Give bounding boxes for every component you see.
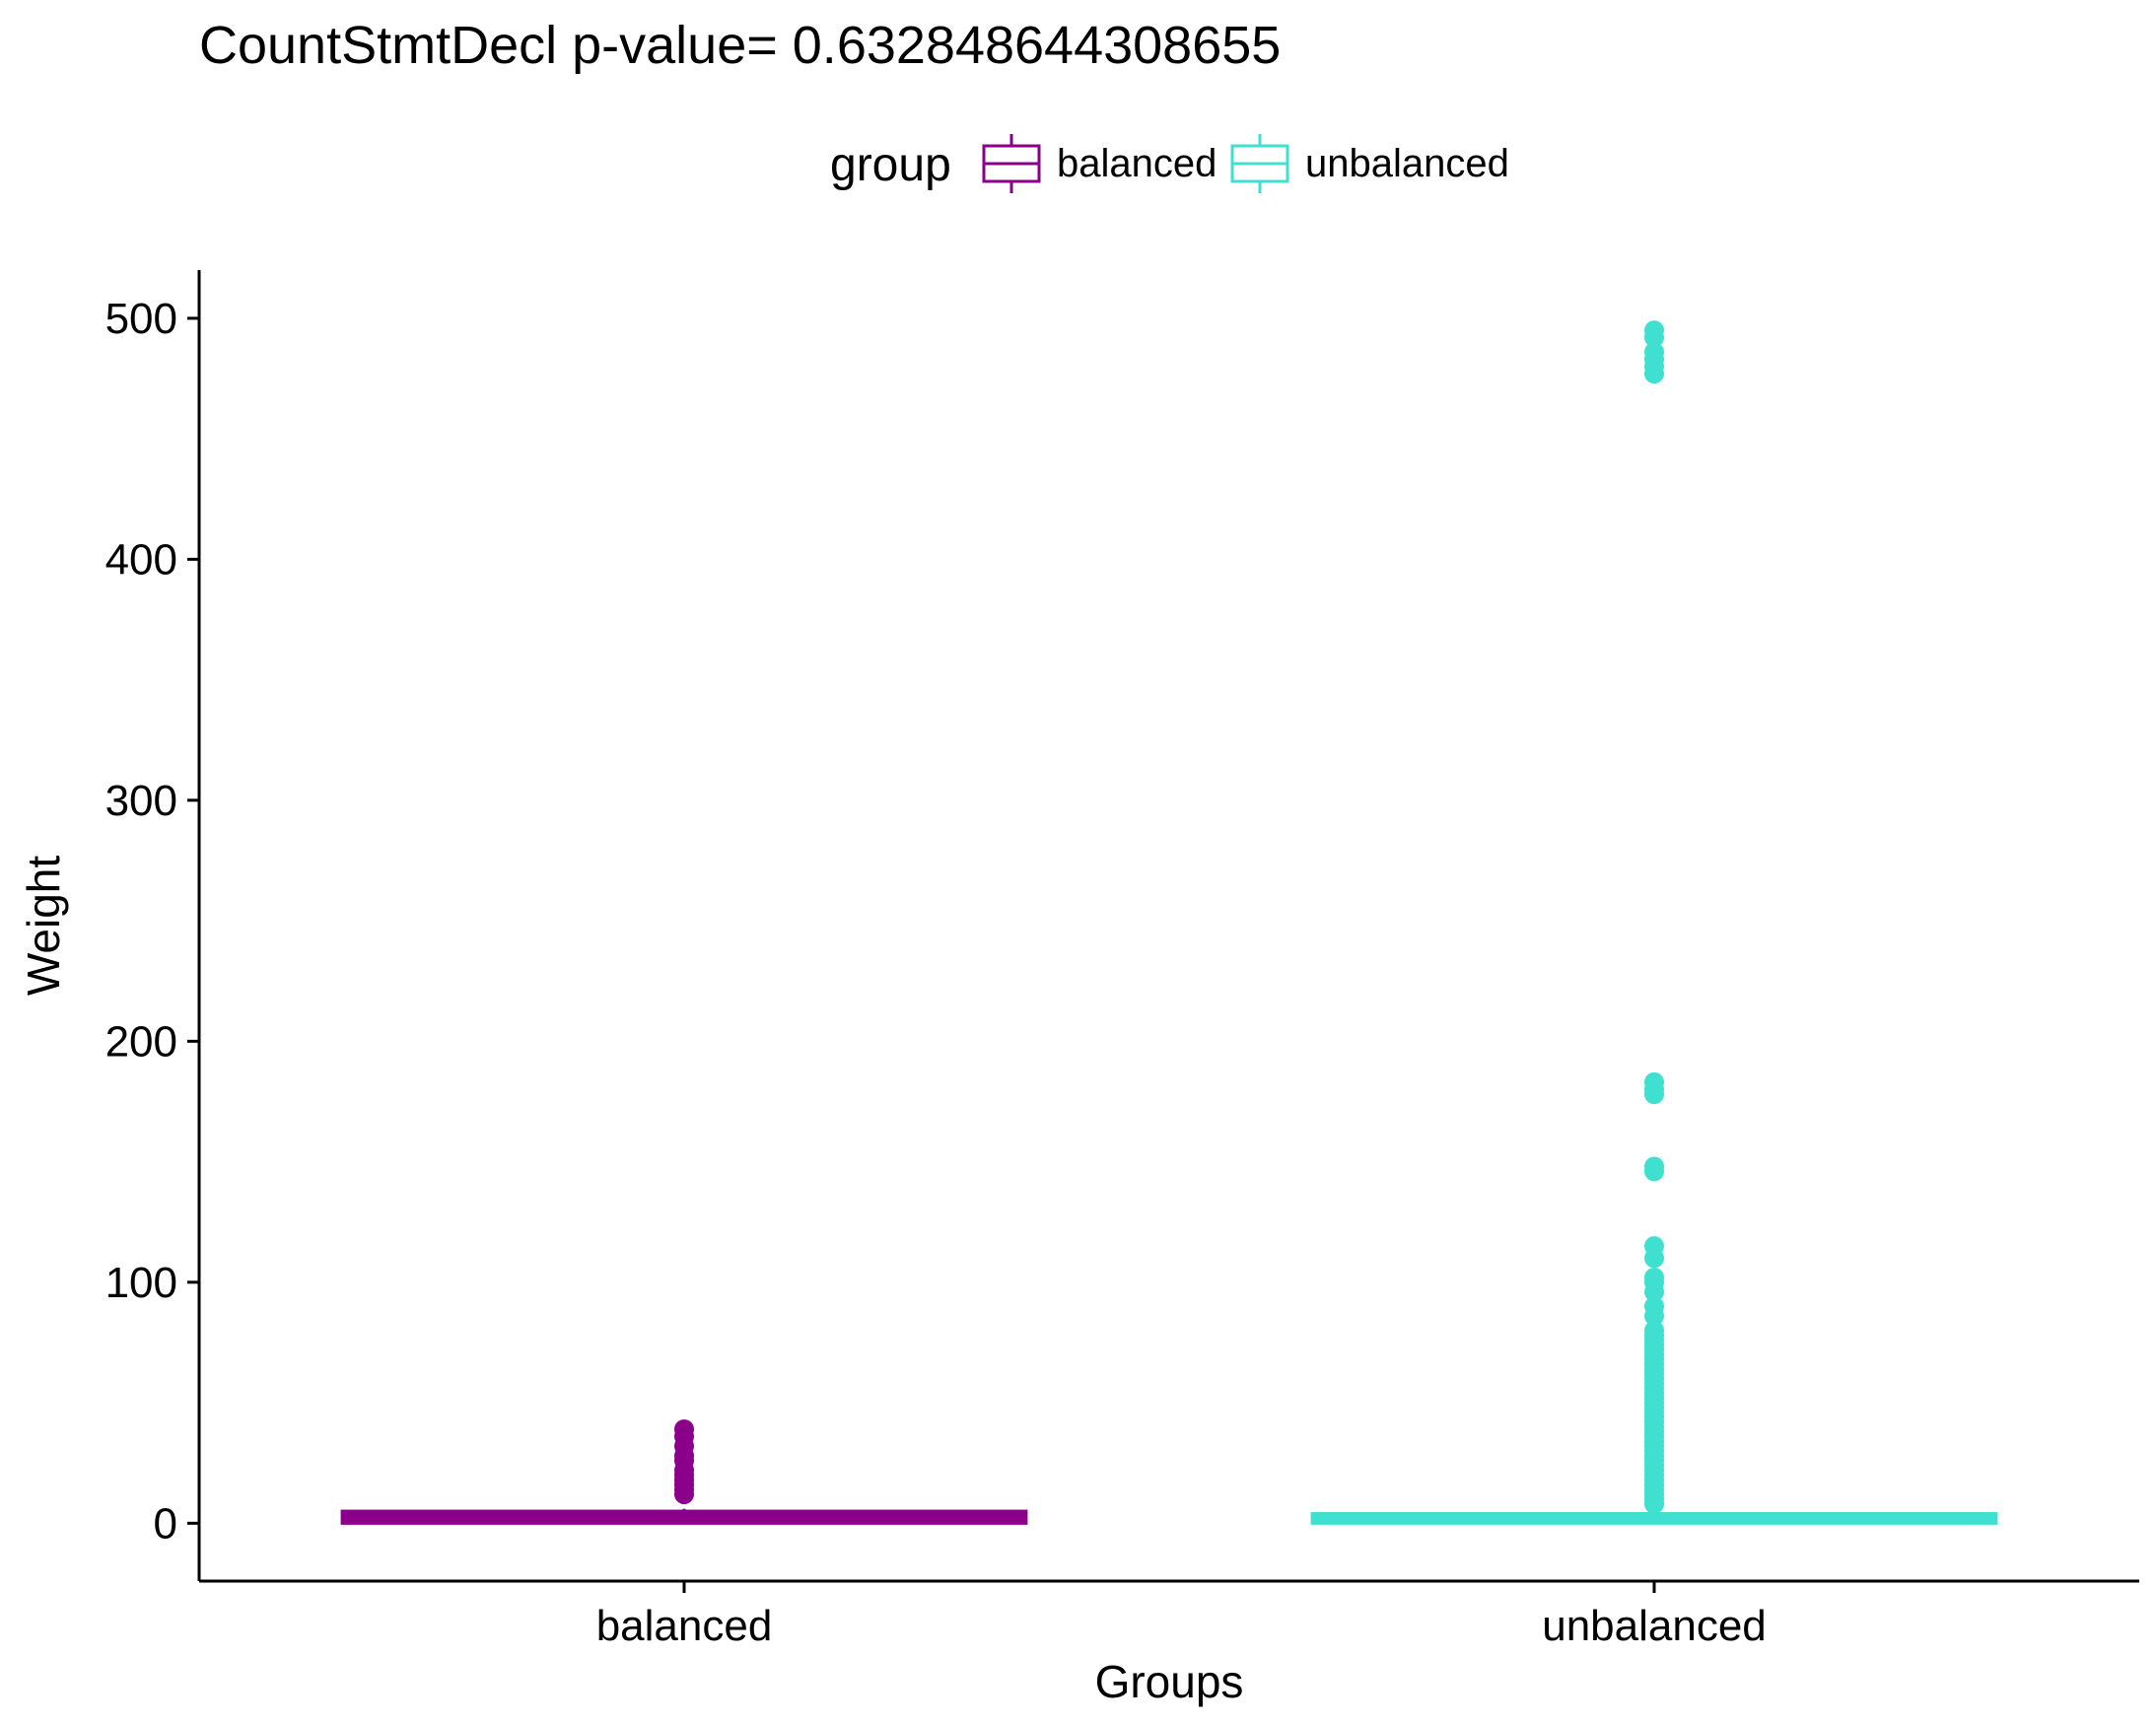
y-tick-label: 300 bbox=[105, 777, 177, 825]
legend-label-unbalanced: unbalanced bbox=[1305, 142, 1509, 185]
legend: group balanced unbalanced bbox=[830, 134, 1509, 193]
outlier-point bbox=[1644, 1236, 1664, 1257]
x-tick-label: balanced bbox=[596, 1602, 773, 1650]
y-tick-label: 200 bbox=[105, 1017, 177, 1066]
legend-key-balanced bbox=[982, 134, 1041, 193]
outlier-point bbox=[1644, 1320, 1664, 1341]
outlier-point bbox=[1644, 320, 1664, 341]
outlier-point bbox=[674, 1418, 694, 1439]
y-axis-title: Weight bbox=[18, 856, 69, 997]
outlier-point bbox=[1644, 1267, 1664, 1287]
plot-area bbox=[340, 320, 1998, 1525]
x-axis-title: Groups bbox=[1095, 1656, 1244, 1707]
outlier-point bbox=[1644, 1156, 1664, 1177]
y-axis-ticks: 0 100 200 300 400 500 bbox=[105, 295, 199, 1548]
box-unbalanced bbox=[1310, 320, 1998, 1525]
y-tick-label: 0 bbox=[154, 1499, 177, 1548]
legend-key-unbalanced bbox=[1230, 134, 1289, 193]
legend-title: group bbox=[830, 139, 951, 191]
x-axis-ticks: balanced unbalanced bbox=[596, 1581, 1767, 1650]
outlier-point bbox=[1644, 1296, 1664, 1317]
y-tick-label: 100 bbox=[105, 1259, 177, 1307]
x-tick-label: unbalanced bbox=[1542, 1602, 1767, 1650]
outlier-point bbox=[1644, 342, 1664, 363]
legend-label-balanced: balanced bbox=[1057, 142, 1217, 185]
outlier-point bbox=[1644, 1071, 1664, 1092]
y-tick-label: 500 bbox=[105, 295, 177, 343]
box-balanced bbox=[340, 1418, 1028, 1525]
y-tick-label: 400 bbox=[105, 535, 177, 584]
chart-title: CountStmtDecl p-value= 0.632848644308655 bbox=[199, 16, 1281, 75]
